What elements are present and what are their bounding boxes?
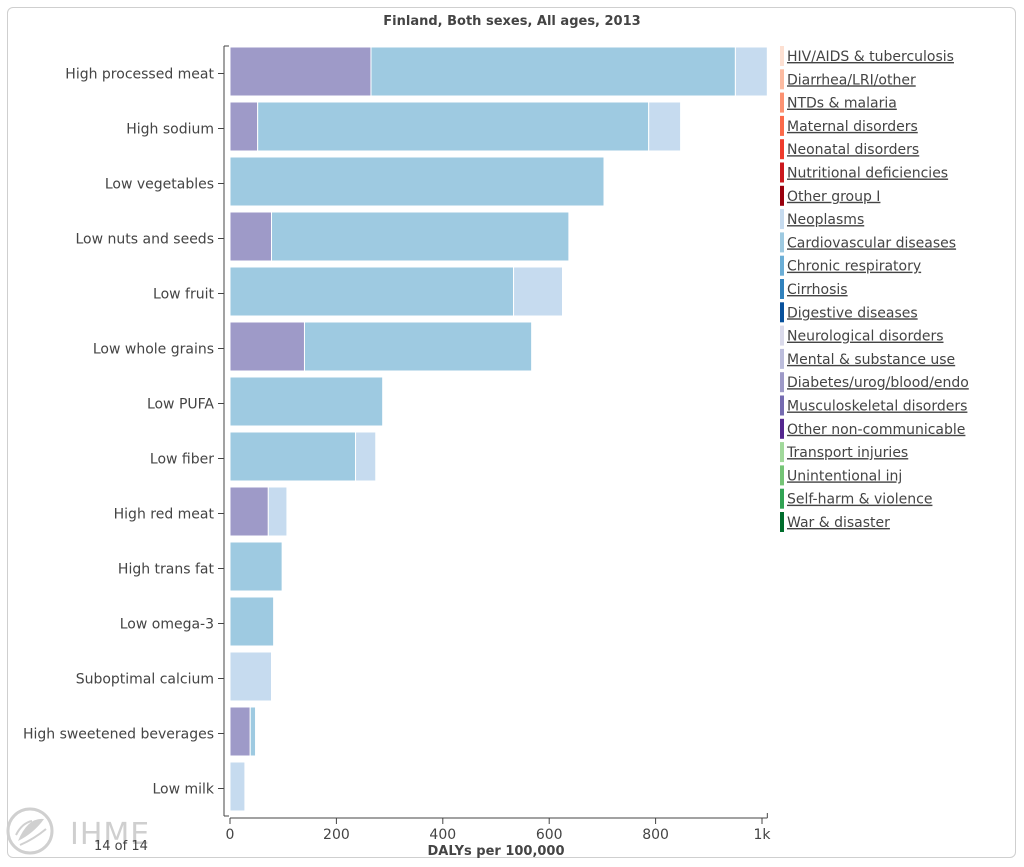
legend-item[interactable]: Diabetes/urog/blood/endo bbox=[787, 375, 969, 391]
bars-group bbox=[229, 46, 768, 812]
legend-swatch bbox=[780, 442, 784, 463]
legend-item[interactable]: Musculoskeletal disorders bbox=[787, 399, 967, 415]
y-tick-label: High processed meat bbox=[65, 67, 214, 83]
legend-item[interactable]: Mental & substance use bbox=[787, 352, 955, 368]
legend-item[interactable]: Other group I bbox=[787, 189, 880, 205]
x-tick-label: 1k bbox=[753, 827, 771, 843]
bar-segment[interactable] bbox=[229, 541, 283, 592]
x-tick-label: 800 bbox=[642, 827, 669, 843]
bar-segment[interactable] bbox=[355, 431, 377, 482]
legend-swatch bbox=[780, 185, 784, 206]
legend-swatch bbox=[780, 279, 784, 299]
legend-item[interactable]: NTDs & malaria bbox=[787, 96, 897, 112]
legend-item[interactable]: Neurological disorders bbox=[787, 329, 944, 345]
legend-item[interactable]: Cirrhosis bbox=[787, 282, 848, 298]
legend-item[interactable]: Unintentional inj bbox=[787, 468, 902, 484]
bar-segment[interactable] bbox=[229, 431, 357, 482]
legend-swatch bbox=[780, 465, 784, 486]
legend-item[interactable]: Diarrhea/LRI/other bbox=[787, 72, 916, 88]
bar-segment[interactable] bbox=[229, 761, 246, 812]
bar-segment[interactable] bbox=[229, 211, 272, 262]
y-tick-label: Suboptimal calcium bbox=[76, 672, 214, 688]
legend-swatch bbox=[780, 325, 784, 346]
legend-item[interactable]: HIV/AIDS & tuberculosis bbox=[787, 49, 954, 65]
bar-segment[interactable] bbox=[267, 486, 288, 537]
legend-swatch bbox=[780, 139, 784, 160]
legend: HIV/AIDS & tuberculosis Diarrhea/LRI/othe… bbox=[780, 46, 969, 532]
legend-item[interactable]: Neoplasms bbox=[787, 212, 864, 228]
x-tick-label: 200 bbox=[323, 827, 350, 843]
y-tick-label: Low fiber bbox=[150, 452, 214, 468]
y-tick-label: Low fruit bbox=[153, 287, 214, 303]
legend-swatch bbox=[780, 348, 784, 369]
legend-item[interactable]: Self-harm & violence bbox=[787, 492, 932, 508]
bar-segment[interactable] bbox=[229, 156, 605, 207]
bar-segment[interactable] bbox=[229, 46, 372, 97]
bar-segment[interactable] bbox=[229, 486, 269, 537]
bar-segment[interactable] bbox=[229, 376, 384, 427]
bar-segment[interactable] bbox=[734, 46, 768, 97]
chart-title: Finland, Both sexes, All ages, 2013 bbox=[383, 14, 640, 29]
legend-swatch bbox=[780, 372, 784, 393]
legend-swatch bbox=[780, 209, 784, 230]
ihme-logo-icon bbox=[6, 807, 54, 855]
bar-segment[interactable] bbox=[270, 211, 570, 262]
y-tick-label: Low milk bbox=[152, 782, 214, 798]
y-tick-label: Low nuts and seeds bbox=[76, 232, 215, 248]
bar-segment[interactable] bbox=[257, 101, 650, 152]
legend-swatch bbox=[780, 488, 784, 509]
page-count: 14 of 14 bbox=[94, 839, 148, 854]
legend-item[interactable]: Chronic respiratory bbox=[787, 259, 921, 275]
x-tick-label: 0 bbox=[226, 827, 235, 843]
legend-item[interactable]: Neonatal disorders bbox=[787, 142, 919, 158]
bar-segment[interactable] bbox=[648, 101, 682, 152]
x-tick-label: 600 bbox=[536, 827, 563, 843]
bar-segment[interactable] bbox=[229, 266, 515, 317]
legend-swatch bbox=[780, 46, 784, 66]
y-axis: High processed meat High sodium Low vegeta… bbox=[23, 45, 229, 817]
legend-swatch bbox=[780, 162, 784, 183]
legend-swatch bbox=[780, 255, 784, 276]
y-tick-label: Low omega-3 bbox=[120, 617, 214, 633]
bar-segment[interactable] bbox=[303, 321, 533, 372]
x-axis: 0 200 400 600 800 1k bbox=[226, 813, 771, 843]
bar-segment[interactable] bbox=[229, 651, 272, 702]
legend-item[interactable]: War & disaster bbox=[787, 515, 890, 531]
y-tick-label: Low whole grains bbox=[93, 342, 214, 358]
bar-segment[interactable] bbox=[249, 706, 257, 757]
bar-segment[interactable] bbox=[229, 321, 305, 372]
legend-swatch bbox=[780, 69, 784, 90]
legend-swatch bbox=[780, 232, 784, 253]
bar-segment[interactable] bbox=[229, 101, 259, 152]
legend-swatch bbox=[780, 302, 784, 323]
legend-swatch bbox=[780, 418, 784, 439]
legend-swatch bbox=[780, 395, 784, 416]
legend-swatch bbox=[780, 92, 784, 113]
x-axis-label: DALYs per 100,000 bbox=[427, 844, 564, 859]
legend-swatch bbox=[780, 115, 784, 136]
bar-segment[interactable] bbox=[513, 266, 564, 317]
legend-item[interactable]: Cardiovascular diseases bbox=[787, 235, 956, 251]
legend-item[interactable]: Transport injuries bbox=[786, 445, 908, 461]
legend-swatch bbox=[780, 512, 784, 532]
y-tick-label: Low PUFA bbox=[147, 397, 214, 413]
legend-item[interactable]: Other non-communicable bbox=[787, 422, 965, 438]
ihme-logo-text: IHME bbox=[70, 817, 151, 852]
y-tick-label: High trans fat bbox=[118, 562, 215, 578]
y-tick-label: High red meat bbox=[114, 507, 215, 523]
y-tick-label: High sodium bbox=[126, 122, 214, 138]
bar-segment[interactable] bbox=[229, 596, 275, 647]
y-tick-label: High sweetened beverages bbox=[23, 727, 214, 743]
legend-item[interactable]: Maternal disorders bbox=[787, 119, 918, 135]
bar-segment[interactable] bbox=[370, 46, 736, 97]
x-tick-label: 400 bbox=[429, 827, 456, 843]
y-tick-label: Low vegetables bbox=[105, 177, 214, 193]
legend-item[interactable]: Nutritional deficiencies bbox=[787, 166, 948, 182]
legend-item[interactable]: Digestive diseases bbox=[787, 305, 918, 321]
bar-segment[interactable] bbox=[229, 706, 251, 757]
